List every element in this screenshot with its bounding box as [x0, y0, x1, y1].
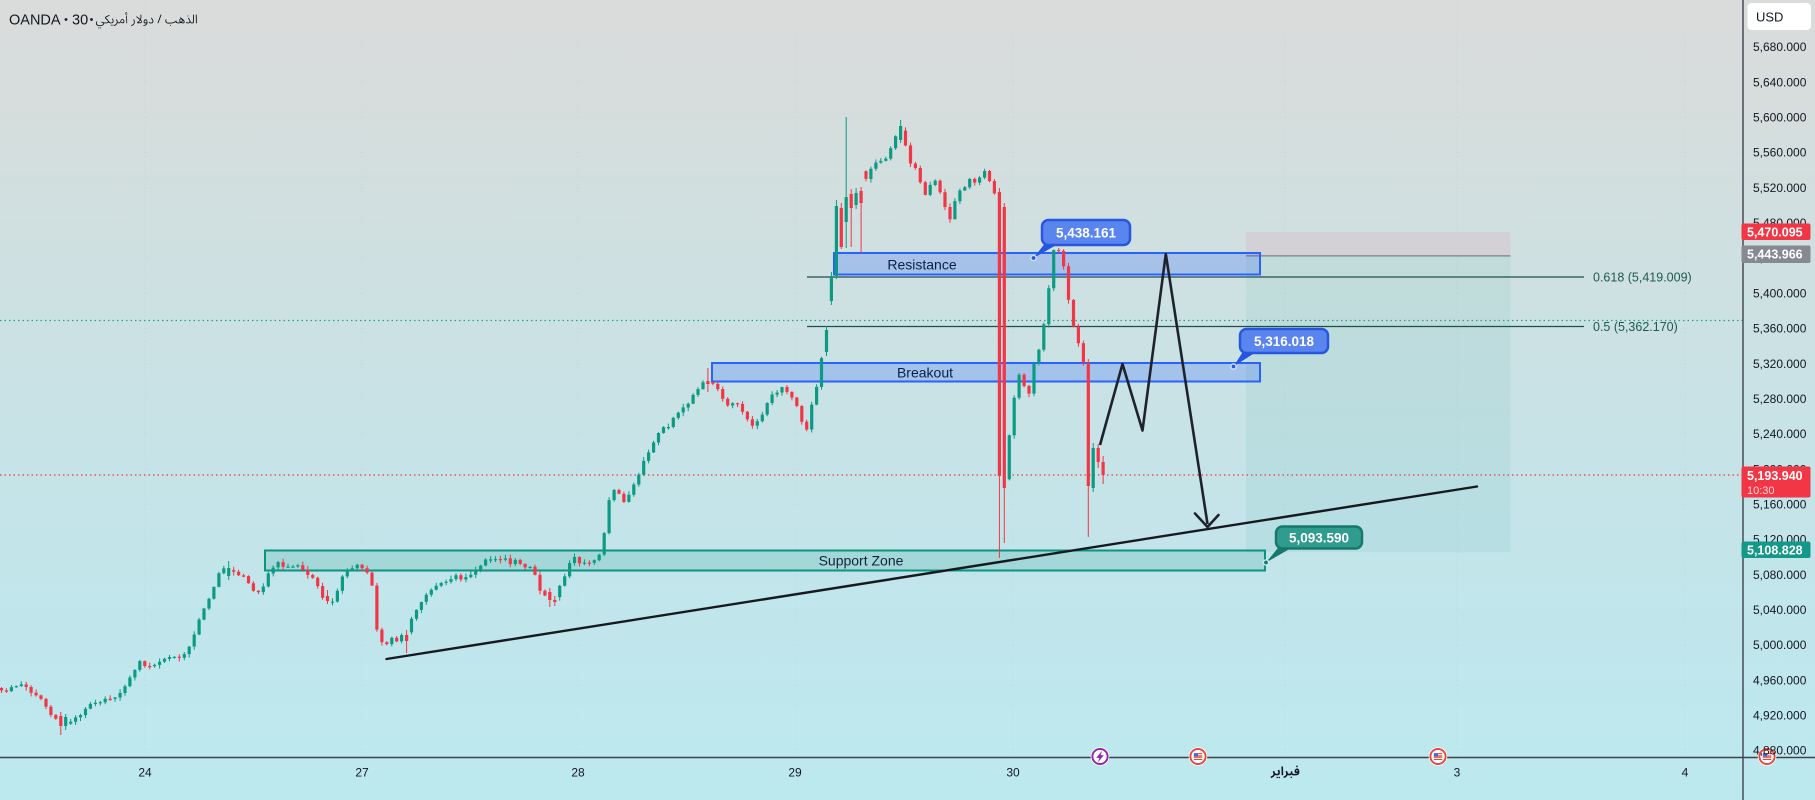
svg-text:29: 29: [788, 766, 802, 780]
svg-text:3: 3: [1454, 766, 1461, 780]
svg-text:28: 28: [571, 766, 585, 780]
svg-text:5,640.000: 5,640.000: [1753, 75, 1807, 89]
svg-text:5,400.000: 5,400.000: [1753, 286, 1807, 300]
svg-text:5,600.000: 5,600.000: [1753, 111, 1807, 125]
svg-text:5,193.940: 5,193.940: [1747, 469, 1803, 483]
svg-text:5,160.000: 5,160.000: [1753, 498, 1807, 512]
svg-text:USD: USD: [1756, 10, 1783, 25]
svg-text:5,560.000: 5,560.000: [1753, 146, 1807, 160]
svg-text:4,960.000: 4,960.000: [1753, 673, 1807, 687]
svg-text:0.618 (5,419.009): 0.618 (5,419.009): [1593, 271, 1692, 285]
svg-text:OANDA: OANDA: [9, 13, 61, 29]
svg-text:5,520.000: 5,520.000: [1753, 181, 1807, 195]
svg-text:5,000.000: 5,000.000: [1753, 638, 1807, 652]
svg-text:24: 24: [138, 766, 152, 780]
svg-text:4,920.000: 4,920.000: [1753, 709, 1807, 723]
svg-text:5,470.095: 5,470.095: [1747, 225, 1803, 239]
svg-text:5,108.828: 5,108.828: [1747, 543, 1803, 557]
svg-text:5,080.000: 5,080.000: [1753, 568, 1807, 582]
svg-text:4,880.000: 4,880.000: [1753, 744, 1807, 758]
svg-text:Support Zone: Support Zone: [819, 553, 904, 569]
svg-text:5,360.000: 5,360.000: [1753, 322, 1807, 336]
svg-text:5,680.000: 5,680.000: [1753, 40, 1807, 54]
svg-text:5,320.000: 5,320.000: [1753, 357, 1807, 371]
svg-text:27: 27: [355, 766, 369, 780]
svg-text:5,280.000: 5,280.000: [1753, 392, 1807, 406]
svg-text:5,093.590: 5,093.590: [1289, 531, 1349, 546]
svg-text:5,316.018: 5,316.018: [1254, 334, 1315, 349]
svg-text:Resistance: Resistance: [887, 257, 956, 273]
svg-text:4: 4: [1682, 766, 1689, 780]
svg-text:Breakout: Breakout: [897, 365, 953, 381]
svg-text:5,438.161: 5,438.161: [1056, 225, 1117, 240]
svg-text:30: 30: [72, 13, 88, 29]
svg-text:5,040.000: 5,040.000: [1753, 603, 1807, 617]
svg-text:0.5 (5,362.170): 0.5 (5,362.170): [1593, 320, 1678, 334]
svg-text:10:30: 10:30: [1747, 485, 1775, 497]
svg-text:5,240.000: 5,240.000: [1753, 427, 1807, 441]
svg-text:5,443.966: 5,443.966: [1747, 247, 1803, 261]
svg-text:30: 30: [1006, 766, 1020, 780]
